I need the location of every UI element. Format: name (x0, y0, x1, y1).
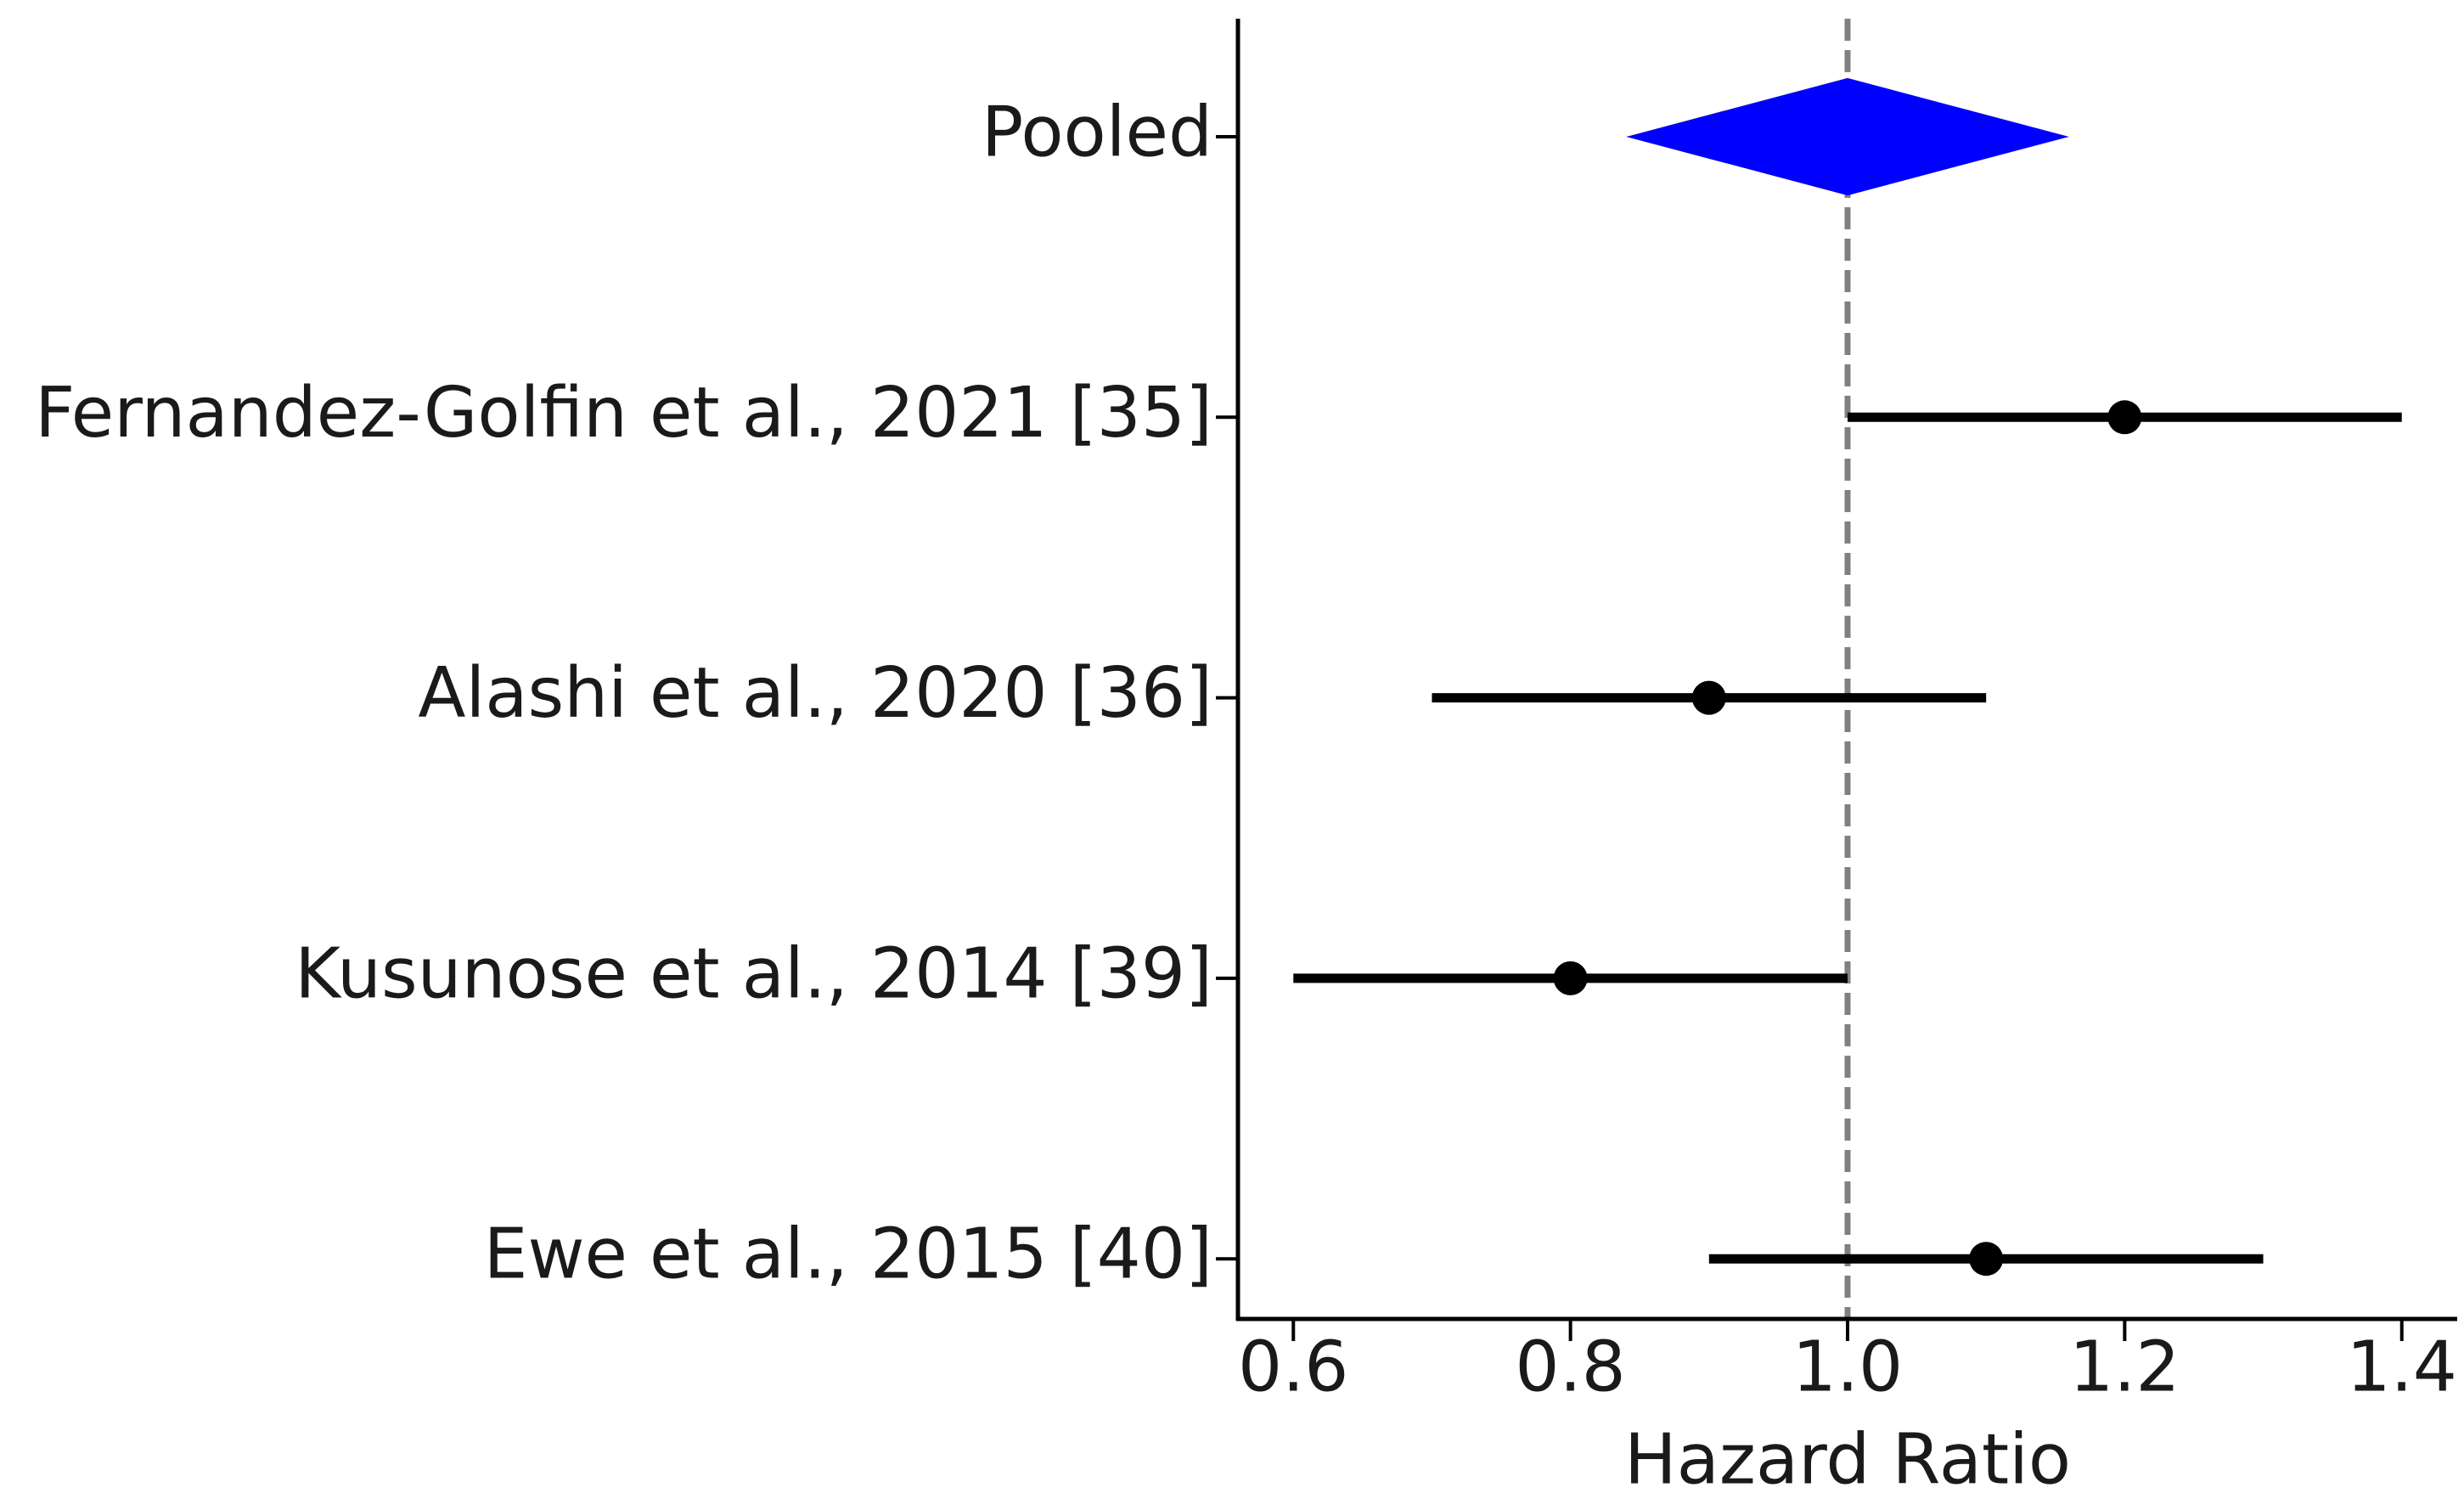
point-estimate (1969, 1242, 2004, 1276)
x-tick-label: 1.2 (2069, 1327, 2180, 1407)
y-tick-label: Pooled (982, 92, 1212, 172)
y-tick-label: Kusunose et al., 2014 [39] (295, 933, 1212, 1014)
pooled-diamond (1626, 77, 2069, 196)
x-tick-label: 1.0 (1792, 1327, 1903, 1407)
y-tick-label: Ewe et al., 2015 [40] (484, 1214, 1212, 1295)
x-tick-label: 0.6 (1238, 1327, 1348, 1407)
x-tick-label: 0.8 (1515, 1327, 1625, 1407)
x-tick-label: 1.4 (2347, 1327, 2457, 1407)
y-tick-label: Alashi et al., 2020 [36] (418, 653, 1212, 734)
x-axis-label: Hazard Ratio (1624, 1419, 2071, 1499)
point-estimate (1691, 680, 1726, 715)
point-estimate (1553, 961, 1588, 995)
point-estimate (2107, 400, 2142, 435)
y-tick-label: Fernandez-Golfin et al., 2021 [35] (35, 373, 1212, 454)
